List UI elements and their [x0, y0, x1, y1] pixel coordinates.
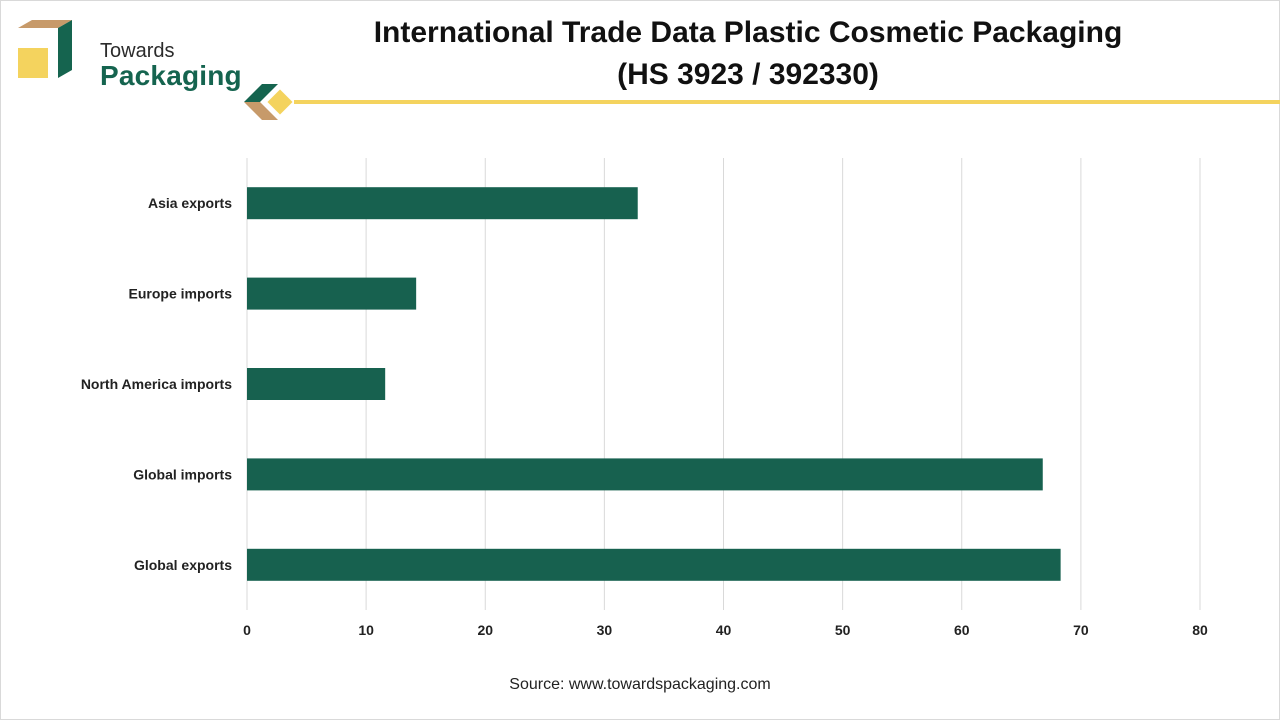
x-tick-label: 0: [243, 622, 251, 638]
source-note: Source: www.towardspackaging.com: [509, 676, 771, 693]
category-label: Global exports: [134, 557, 232, 573]
x-tick-label: 10: [358, 622, 374, 638]
bar-asia-exports: [247, 187, 638, 220]
title-underline-decoration: [244, 84, 1280, 120]
chart-title-line2: (HS 3923 / 392330): [617, 58, 879, 91]
x-tick-label: 60: [954, 622, 970, 638]
yellow-rule: [294, 100, 1280, 104]
grid-lines: [246, 158, 1201, 610]
x-tick-label: 20: [477, 622, 493, 638]
x-tick-label: 80: [1192, 622, 1208, 638]
chart-title-line1: International Trade Data Plastic Cosmeti…: [373, 16, 1123, 49]
towards-packaging-logo: Towards Packaging: [16, 18, 246, 91]
bar-global-imports: [247, 458, 1043, 491]
category-label: Asia exports: [148, 195, 232, 211]
category-label: Europe imports: [129, 286, 233, 302]
bars: [247, 187, 1061, 581]
x-tick-label: 30: [597, 622, 613, 638]
x-tick-labels: 0 10 20 30 40 50 60 70 80: [243, 622, 1208, 638]
box-logo-icon: [18, 20, 72, 78]
yellow-diamond-icon: [264, 86, 296, 118]
x-tick-label: 40: [716, 622, 732, 638]
brown-chevron-icon: [244, 102, 278, 120]
bar-europe-imports: [247, 277, 417, 310]
category-label: Global imports: [133, 466, 232, 482]
category-labels: Asia exports Europe imports North America …: [81, 195, 232, 573]
brand-line2: Packaging: [100, 60, 242, 91]
x-tick-label: 50: [835, 622, 851, 638]
green-chevron-icon: [244, 84, 278, 102]
category-label: North America imports: [81, 376, 232, 392]
bar-global-exports: [247, 548, 1061, 581]
brand-line1: Towards: [100, 40, 175, 62]
x-tick-label: 70: [1073, 622, 1089, 638]
bar-north-america-imports: [247, 368, 386, 400]
